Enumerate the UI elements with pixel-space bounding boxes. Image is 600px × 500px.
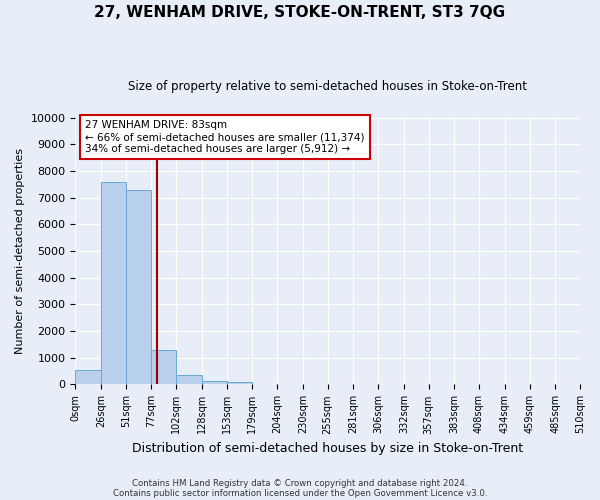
Title: Size of property relative to semi-detached houses in Stoke-on-Trent: Size of property relative to semi-detach… [128, 80, 527, 93]
Text: 27 WENHAM DRIVE: 83sqm
← 66% of semi-detached houses are smaller (11,374)
34% of: 27 WENHAM DRIVE: 83sqm ← 66% of semi-det… [85, 120, 365, 154]
Bar [151, 350, 176, 384]
X-axis label: Distribution of semi-detached houses by size in Stoke-on-Trent: Distribution of semi-detached houses by … [132, 442, 523, 455]
Y-axis label: Number of semi-detached properties: Number of semi-detached properties [15, 148, 25, 354]
Bar [176, 375, 202, 384]
Bar [75, 370, 101, 384]
Bar [227, 382, 253, 384]
Bar [202, 381, 227, 384]
Text: Contains HM Land Registry data © Crown copyright and database right 2024.: Contains HM Land Registry data © Crown c… [132, 478, 468, 488]
Bar [101, 182, 126, 384]
Bar [126, 190, 151, 384]
Text: 27, WENHAM DRIVE, STOKE-ON-TRENT, ST3 7QG: 27, WENHAM DRIVE, STOKE-ON-TRENT, ST3 7Q… [94, 5, 506, 20]
Text: Contains public sector information licensed under the Open Government Licence v3: Contains public sector information licen… [113, 488, 487, 498]
